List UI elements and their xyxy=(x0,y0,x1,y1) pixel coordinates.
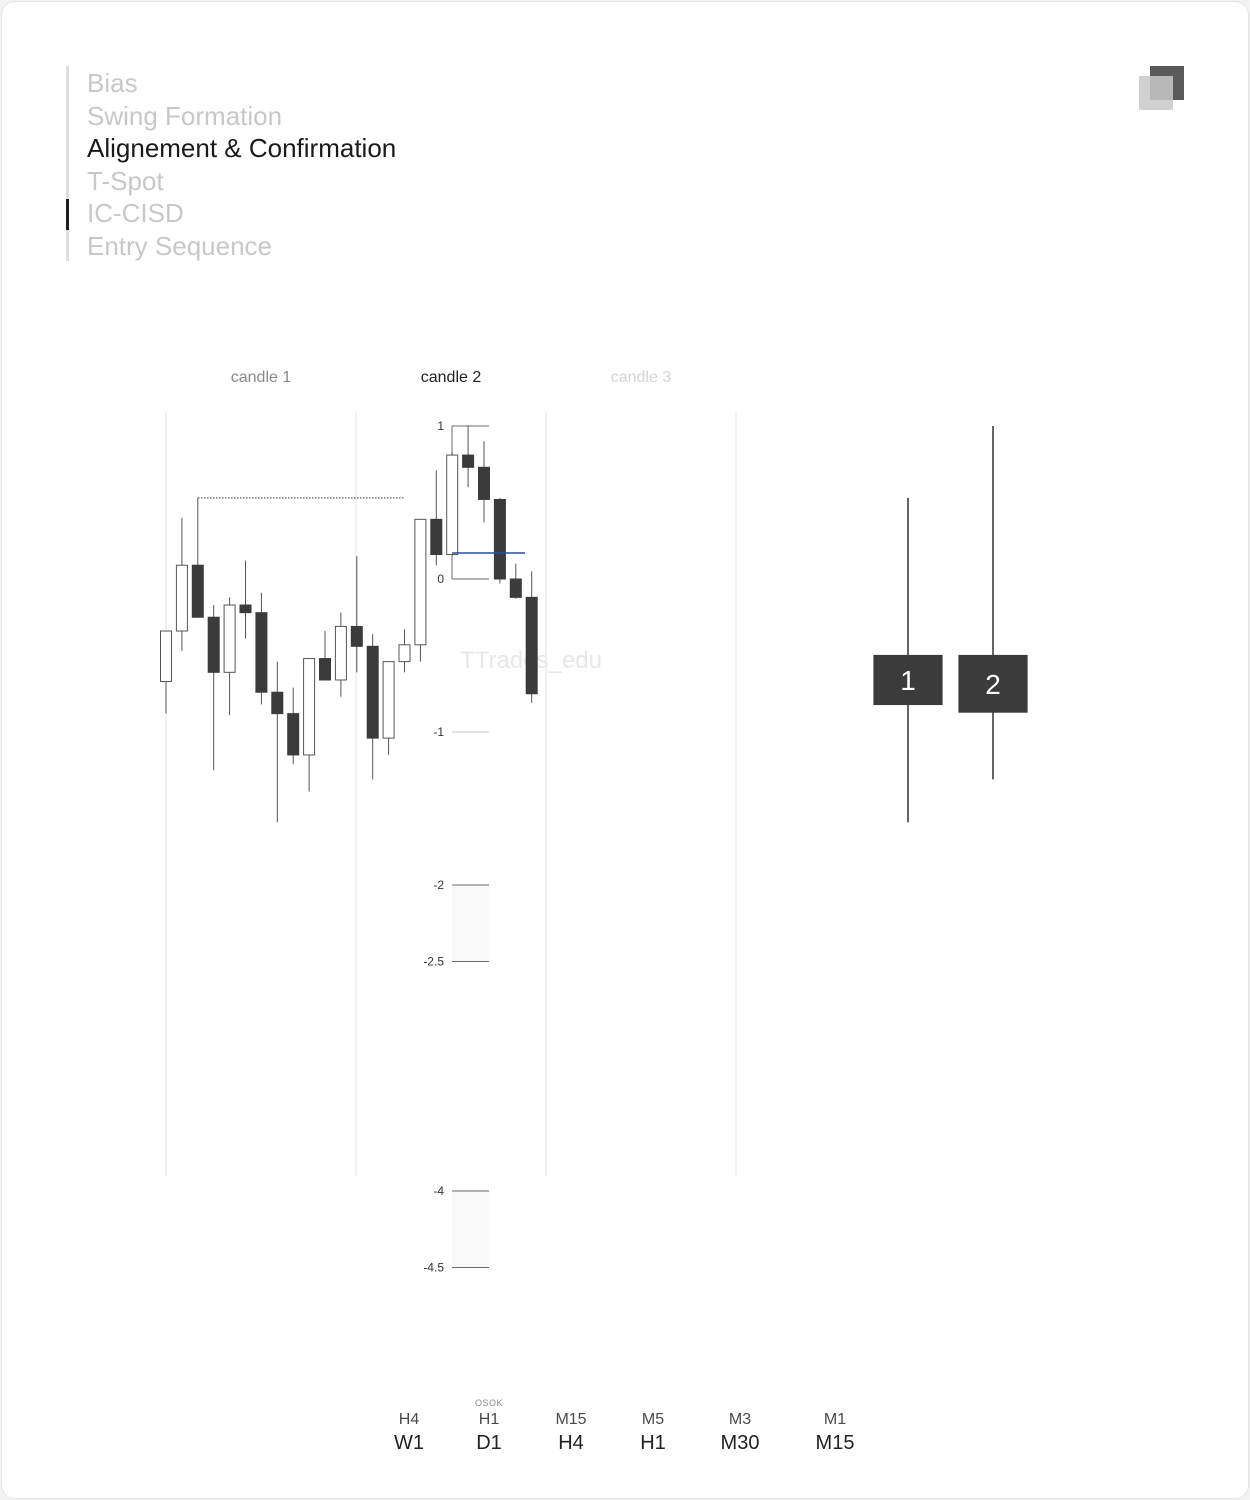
fib-level-label: 1 xyxy=(437,419,444,433)
nav-item-bias[interactable]: Bias xyxy=(87,68,138,98)
bull-candle xyxy=(446,454,459,556)
bear-candle xyxy=(255,612,268,693)
bear-candle xyxy=(350,625,363,647)
fib-level-label: -2.5 xyxy=(423,955,444,969)
timeframe-note xyxy=(555,1398,586,1410)
bear-candle xyxy=(525,596,538,695)
timeframe-high-label: W1 xyxy=(394,1432,424,1454)
timeframe-note xyxy=(721,1398,760,1410)
nav-active-indicator xyxy=(66,199,69,230)
bear-candle xyxy=(509,578,522,598)
column-label: candle 3 xyxy=(611,369,672,386)
fib-level-label: -4.5 xyxy=(423,1261,444,1275)
bull-candle xyxy=(175,564,188,632)
bull-candle xyxy=(223,604,236,673)
bear-candle xyxy=(366,645,379,739)
timeframe-low-label: M15 xyxy=(555,1411,587,1428)
bear-candle xyxy=(462,454,475,468)
bear-candle xyxy=(319,658,331,681)
fib-level-label: 0 xyxy=(437,572,444,586)
timeframe-note xyxy=(816,1398,855,1410)
timeframe-low-label: M1 xyxy=(823,1411,847,1428)
bull-candle xyxy=(382,661,395,739)
bear-candle xyxy=(287,713,300,756)
htf-candle-label: 1 xyxy=(900,665,916,696)
timeframe-high-label: H4 xyxy=(558,1432,584,1454)
timeframe-high-label: M30 xyxy=(720,1432,760,1454)
timeframe-note xyxy=(640,1398,666,1410)
timeframe-pair-h1[interactable]: M5 H1 xyxy=(640,1398,666,1456)
bull-candle xyxy=(334,625,347,681)
timeframe-low-label: M3 xyxy=(728,1411,752,1428)
nav-item-entry-sequence[interactable]: Entry Sequence xyxy=(87,231,273,261)
bull-candle xyxy=(414,518,427,646)
column-label: candle 2 xyxy=(421,369,482,386)
timeframe-low-label: H1 xyxy=(478,1411,500,1428)
timeframe-high-label: M15 xyxy=(815,1432,855,1454)
section-nav: Bias Swing Formation Alignement & Confir… xyxy=(66,66,486,261)
stacked-squares-icon[interactable] xyxy=(1139,66,1184,110)
column-label: candle 1 xyxy=(231,369,292,386)
timeframe-high-label: D1 xyxy=(476,1432,502,1454)
timeframe-pair-d1[interactable]: OSOK H1 D1 xyxy=(475,1398,503,1456)
htf-candle-label: 2 xyxy=(985,669,1001,700)
bear-candle xyxy=(493,498,506,580)
timeframe-high-label: H1 xyxy=(640,1432,666,1454)
fib-zone xyxy=(452,1191,489,1268)
fib-zone xyxy=(452,885,489,962)
timeframe-low-label: H4 xyxy=(398,1411,420,1428)
fib-level-label: -1 xyxy=(433,725,444,739)
nav-item-alignement-confirmation[interactable]: Alignement & Confirmation xyxy=(87,133,397,163)
bear-candle xyxy=(207,616,220,673)
timeframe-note: OSOK xyxy=(474,1398,504,1408)
timeframe-pair-h4[interactable]: M15 H4 xyxy=(555,1398,586,1456)
fib-level-label: -4 xyxy=(433,1184,444,1198)
fib-level-label: -2 xyxy=(433,878,444,892)
timeframe-note xyxy=(394,1398,424,1410)
timeframe-bar: H4 W1 OSOK H1 D1 M15 H4 M5 H1 M3 M30 M1 M15 xyxy=(0,1396,1250,1466)
nav-item-t-spot[interactable]: T-Spot xyxy=(87,166,164,196)
bear-candle xyxy=(430,518,443,556)
bear-candle xyxy=(271,691,284,715)
nav-item-ic-cisd[interactable]: IC-CISD xyxy=(87,198,184,228)
bull-candle xyxy=(398,644,411,663)
timeframe-low-label: M5 xyxy=(641,1411,665,1428)
bear-candle xyxy=(191,564,204,618)
bear-candle xyxy=(478,466,490,500)
nav-rail xyxy=(66,66,69,261)
timeframe-pair-m30[interactable]: M3 M30 xyxy=(721,1398,760,1456)
bull-candle xyxy=(303,658,316,756)
timeframe-pair-m15[interactable]: M1 M15 xyxy=(816,1398,855,1456)
htf-candle-body xyxy=(873,654,943,706)
htf-candle-body xyxy=(958,654,1028,713)
nav-item-swing-formation[interactable]: Swing Formation xyxy=(87,101,283,131)
timeframe-pair-w1[interactable]: H4 W1 xyxy=(394,1398,424,1456)
bull-candle xyxy=(160,630,172,683)
bear-candle xyxy=(239,604,252,614)
